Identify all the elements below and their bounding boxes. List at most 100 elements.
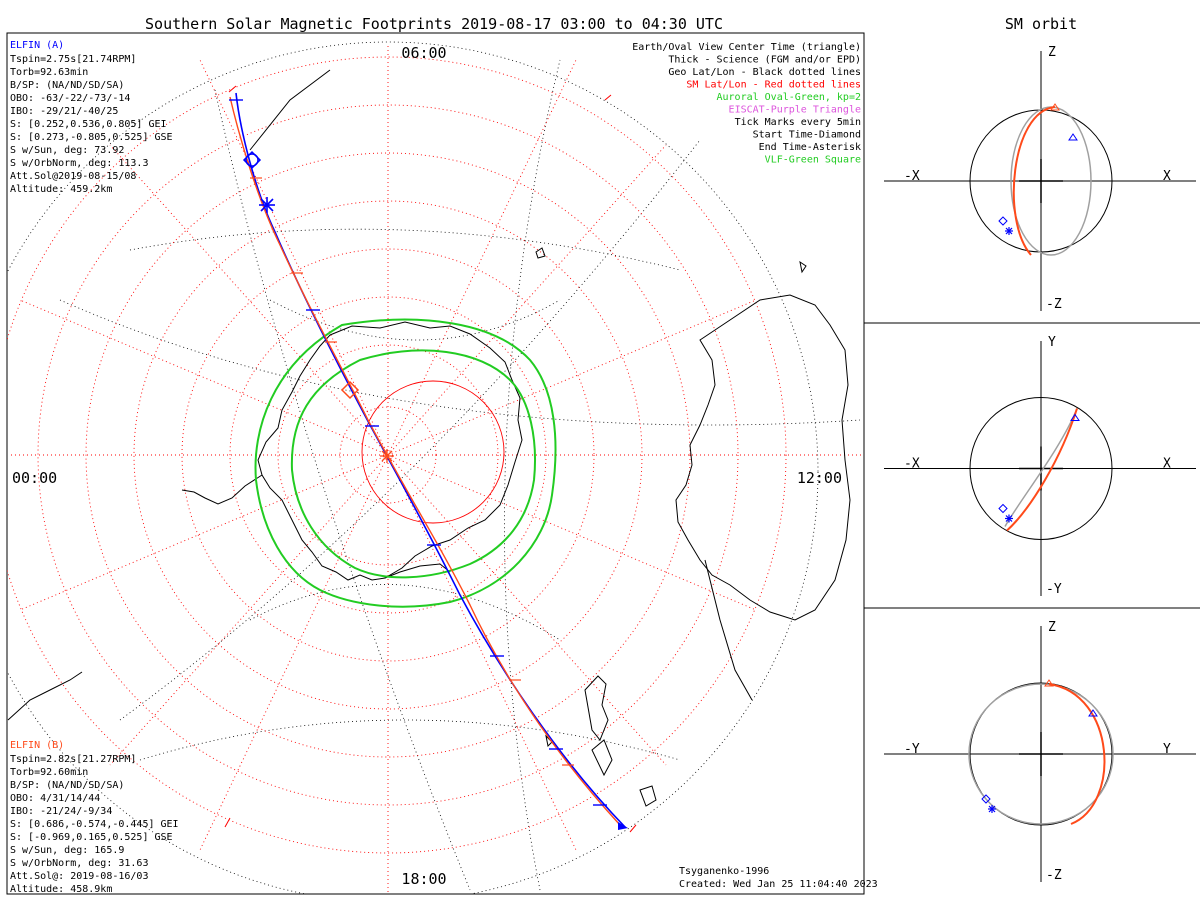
new-zealand-coast bbox=[584, 675, 609, 741]
orbit-end-asterisk bbox=[988, 805, 996, 813]
legend-entry: Thick - Science (FGM and/or EPD) bbox=[668, 55, 861, 66]
orbit-axis-label-left: -X bbox=[904, 457, 920, 472]
sm-grid bbox=[7, 45, 864, 894]
small-island-1 bbox=[535, 247, 546, 259]
new-zealand-coast-south bbox=[591, 739, 613, 777]
sm-inner-circle bbox=[361, 380, 505, 524]
orbit-axis-label-down: -Z bbox=[1046, 868, 1062, 883]
legend-entry: End Time-Asterisk bbox=[759, 142, 861, 153]
antarctica-coast bbox=[257, 321, 523, 581]
antarctic-inlet-coast bbox=[384, 563, 451, 579]
elfin-a-line: S: [0.273,-0.805,0.525] GSE bbox=[10, 132, 173, 143]
orbit-axis-label-down: -Z bbox=[1046, 297, 1062, 312]
elfin-b-line: Torb=92.60min bbox=[10, 767, 88, 778]
orbit-triangle-b bbox=[1044, 679, 1054, 687]
orbit-panels: Z -Z -X X Y -Y -X X Z -Z -Y Y bbox=[884, 45, 1196, 883]
elfin-a-line: OBO: -63/-22/-73/-14 bbox=[10, 93, 130, 104]
map-frame bbox=[6, 32, 865, 895]
orbit-axis-label-up: Z bbox=[1048, 45, 1056, 60]
legend-entry: SM Lat/Lon - Red dotted lines bbox=[686, 80, 861, 91]
orbit-triangle-a bbox=[1068, 133, 1078, 141]
elfin-b-track bbox=[229, 96, 621, 826]
model-credit: Tsyganenko-1996 bbox=[679, 866, 769, 877]
legend: Earth/Oval View Center Time (triangle) Th… bbox=[632, 42, 861, 166]
legend-entry: Start Time-Diamond bbox=[753, 130, 861, 141]
orbit-triangle-b bbox=[1050, 103, 1060, 111]
elfin-a-line: S: [0.252,0.536,0.805] GEI bbox=[10, 119, 167, 130]
dusk-meridian-tick bbox=[224, 817, 231, 828]
orbit-triangle-a bbox=[1088, 709, 1098, 717]
coastlines bbox=[7, 69, 851, 807]
clock-label-bottom: 18:00 bbox=[401, 870, 446, 888]
auroral-oval-outer bbox=[254, 318, 557, 608]
elfin-a-line: Torb=92.63min bbox=[10, 67, 88, 78]
small-island-2 bbox=[799, 260, 807, 274]
figure-title: Southern Solar Magnetic Footprints 2019-… bbox=[145, 15, 723, 33]
africa-coast bbox=[249, 69, 331, 151]
elfin-b-line: S: [-0.969,0.165,0.525] GSE bbox=[10, 832, 173, 843]
legend-entry: Earth/Oval View Center Time (triangle) bbox=[632, 42, 861, 53]
orbit-start-diamond bbox=[998, 503, 1008, 514]
orbit-axis-label-right: Y bbox=[1163, 742, 1171, 757]
elfin-b-line: Altitude: 458.9km bbox=[10, 884, 112, 895]
clock-label-right: 12:00 bbox=[797, 469, 842, 487]
elfin-b-line: S w/Sun, deg: 165.9 bbox=[10, 845, 124, 856]
elfin-b-line: S w/OrbNorm, deg: 31.63 bbox=[10, 858, 148, 869]
orbit-end-asterisk bbox=[1005, 514, 1013, 523]
earth-circle bbox=[969, 682, 1113, 826]
orbit-panel: Z -Z -Y Y bbox=[884, 620, 1196, 883]
legend-entry: VLF-Green Square bbox=[765, 155, 861, 166]
elfin-a-line: Tspin=2.75s[21.74RPM] bbox=[10, 54, 136, 65]
legend-entry: Tick Marks every 5min bbox=[735, 117, 861, 128]
elfin-b-line: S: [0.686,-0.574,-0.445] GEI bbox=[10, 819, 179, 830]
elfin-a-name: ELFIN (A) bbox=[10, 40, 64, 51]
auroral-oval-inner bbox=[290, 349, 536, 579]
elfin-a-line: Altitude: 459.2km bbox=[10, 184, 112, 195]
polar-map bbox=[7, 41, 864, 894]
elfin-a-end-arrow bbox=[618, 822, 628, 830]
orbit-path-red bbox=[1006, 408, 1078, 532]
orbit-path-red bbox=[1012, 106, 1056, 256]
elfin-b-line: B/SP: (NA/ND/SD/SA) bbox=[10, 780, 124, 791]
orbit-start-diamond bbox=[981, 794, 991, 804]
east-coast-inlet bbox=[704, 559, 753, 701]
elfin-b-line: Att.Sol@: 2019-08-16/03 bbox=[10, 871, 148, 882]
south-america-coast bbox=[7, 671, 83, 721]
elfin-b-line: IBO: -21/24/-9/34 bbox=[10, 806, 112, 817]
clock-label-top: 06:00 bbox=[401, 44, 446, 62]
australia-coast bbox=[675, 294, 851, 621]
elfin-b-start-diamond bbox=[340, 380, 360, 400]
legend-entry: Geo Lat/Lon - Black dotted lines bbox=[668, 67, 861, 78]
elfin-a-line: S w/OrbNorm, deg: 113.3 bbox=[10, 158, 148, 169]
lower-right-meridian-tick bbox=[629, 824, 637, 833]
tasmania-coast bbox=[639, 785, 657, 807]
elfin-b-line: OBO: 4/31/14/44 bbox=[10, 793, 100, 804]
elfin-a-track bbox=[235, 92, 627, 829]
elfin-a-line: B/SP: (NA/ND/SD/SA) bbox=[10, 80, 124, 91]
elfin-a-line: IBO: -29/21/-40/25 bbox=[10, 106, 118, 117]
clock-label-left: 00:00 bbox=[12, 469, 57, 487]
orbit-axis-label-up: Z bbox=[1048, 620, 1056, 635]
orbit-start-diamond bbox=[998, 216, 1008, 226]
legend-entry: Auroral Oval-Green, kp=2 bbox=[717, 92, 862, 103]
elfin-a-start-diamond bbox=[242, 150, 262, 170]
orbit-triangle-a bbox=[1070, 413, 1080, 421]
orbit-axis-label-up: Y bbox=[1048, 335, 1056, 350]
elfin-b-name: ELFIN (B) bbox=[10, 740, 64, 751]
orbit-axis-label-right: X bbox=[1163, 169, 1171, 184]
earth-circle bbox=[969, 397, 1113, 540]
orbit-title: SM orbit bbox=[1005, 15, 1077, 33]
noon-meridian-tick bbox=[228, 85, 237, 93]
antarctic-peninsula-coast bbox=[181, 474, 263, 505]
orbit-panel: Y -Y -X X bbox=[884, 335, 1196, 597]
orbit-end-asterisk bbox=[1005, 227, 1013, 235]
elfin-a-line: S w/Sun, deg: 73.92 bbox=[10, 145, 124, 156]
legend-entry: EISCAT-Purple Triangle bbox=[729, 105, 861, 116]
elfin-b-line: Tspin=2.82s[21.27RPM] bbox=[10, 754, 136, 765]
orbit-panel: Z -Z -X X bbox=[884, 45, 1196, 312]
orbit-path-grey bbox=[968, 683, 1114, 825]
orbit-path-red bbox=[1048, 683, 1106, 825]
orbit-axis-label-left: -Y bbox=[904, 742, 920, 757]
elfin-a-asterisk bbox=[259, 197, 275, 213]
